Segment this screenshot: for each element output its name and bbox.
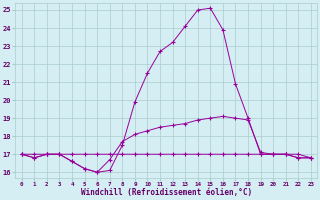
X-axis label: Windchill (Refroidissement éolien,°C): Windchill (Refroidissement éolien,°C): [81, 188, 252, 197]
